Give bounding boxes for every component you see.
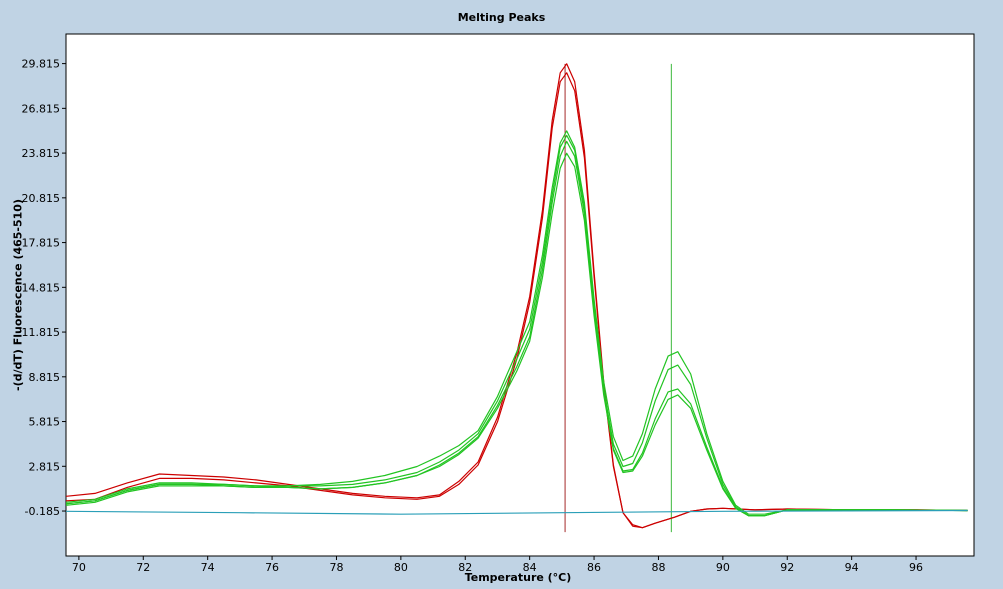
x-tick-label: 80 bbox=[394, 561, 408, 574]
x-tick-label: 90 bbox=[716, 561, 730, 574]
plot-area bbox=[65, 33, 975, 557]
y-tick-label: 17.815 bbox=[22, 237, 61, 250]
x-tick-label: 86 bbox=[587, 561, 601, 574]
x-tick-label: 96 bbox=[909, 561, 923, 574]
y-axis-label: -(d/dT) Fluorescence (465-510) bbox=[11, 199, 25, 391]
series-layer bbox=[65, 63, 968, 529]
x-tick-label: 76 bbox=[265, 561, 279, 574]
x-tick-label: 74 bbox=[201, 561, 215, 574]
x-tick-label: 72 bbox=[136, 561, 150, 574]
y-tick-label: 14.815 bbox=[22, 281, 61, 294]
x-tick-label: 94 bbox=[845, 561, 859, 574]
y-tick-label: 11.815 bbox=[22, 326, 61, 339]
y-tick-label: 8.815 bbox=[29, 371, 61, 384]
series-line-2 bbox=[65, 63, 968, 529]
x-tick-label: 92 bbox=[780, 561, 794, 574]
x-tick-label: 84 bbox=[523, 561, 537, 574]
x-tick-label: 88 bbox=[651, 561, 665, 574]
y-tick-label: 26.815 bbox=[22, 102, 61, 115]
chart-title: Melting Peaks bbox=[457, 11, 546, 24]
series-line-7 bbox=[65, 509, 968, 515]
x-tick-label: 70 bbox=[72, 561, 86, 574]
y-tick-label: 29.815 bbox=[22, 58, 61, 71]
x-axis-ticks: 70 72 74 76 78 80 82 84 86 88 90 92 94 96 bbox=[72, 556, 923, 574]
x-axis-label: Temperature (°C) bbox=[464, 571, 572, 584]
y-tick-label: 2.815 bbox=[29, 460, 61, 473]
y-axis-ticks: -0.185 2.815 5.815 8.815 11.815 14.815 17.815 2… bbox=[22, 58, 66, 518]
series-line-6 bbox=[65, 152, 968, 517]
vertical-markers bbox=[564, 63, 672, 533]
x-tick-label: 82 bbox=[458, 561, 472, 574]
y-tick-label: 5.815 bbox=[29, 416, 61, 429]
y-tick-label: 20.815 bbox=[22, 192, 61, 205]
y-tick-label: 23.815 bbox=[22, 147, 61, 160]
series-line-4 bbox=[65, 134, 968, 517]
x-tick-label: 78 bbox=[329, 561, 343, 574]
y-tick-label: -0.185 bbox=[25, 505, 60, 518]
